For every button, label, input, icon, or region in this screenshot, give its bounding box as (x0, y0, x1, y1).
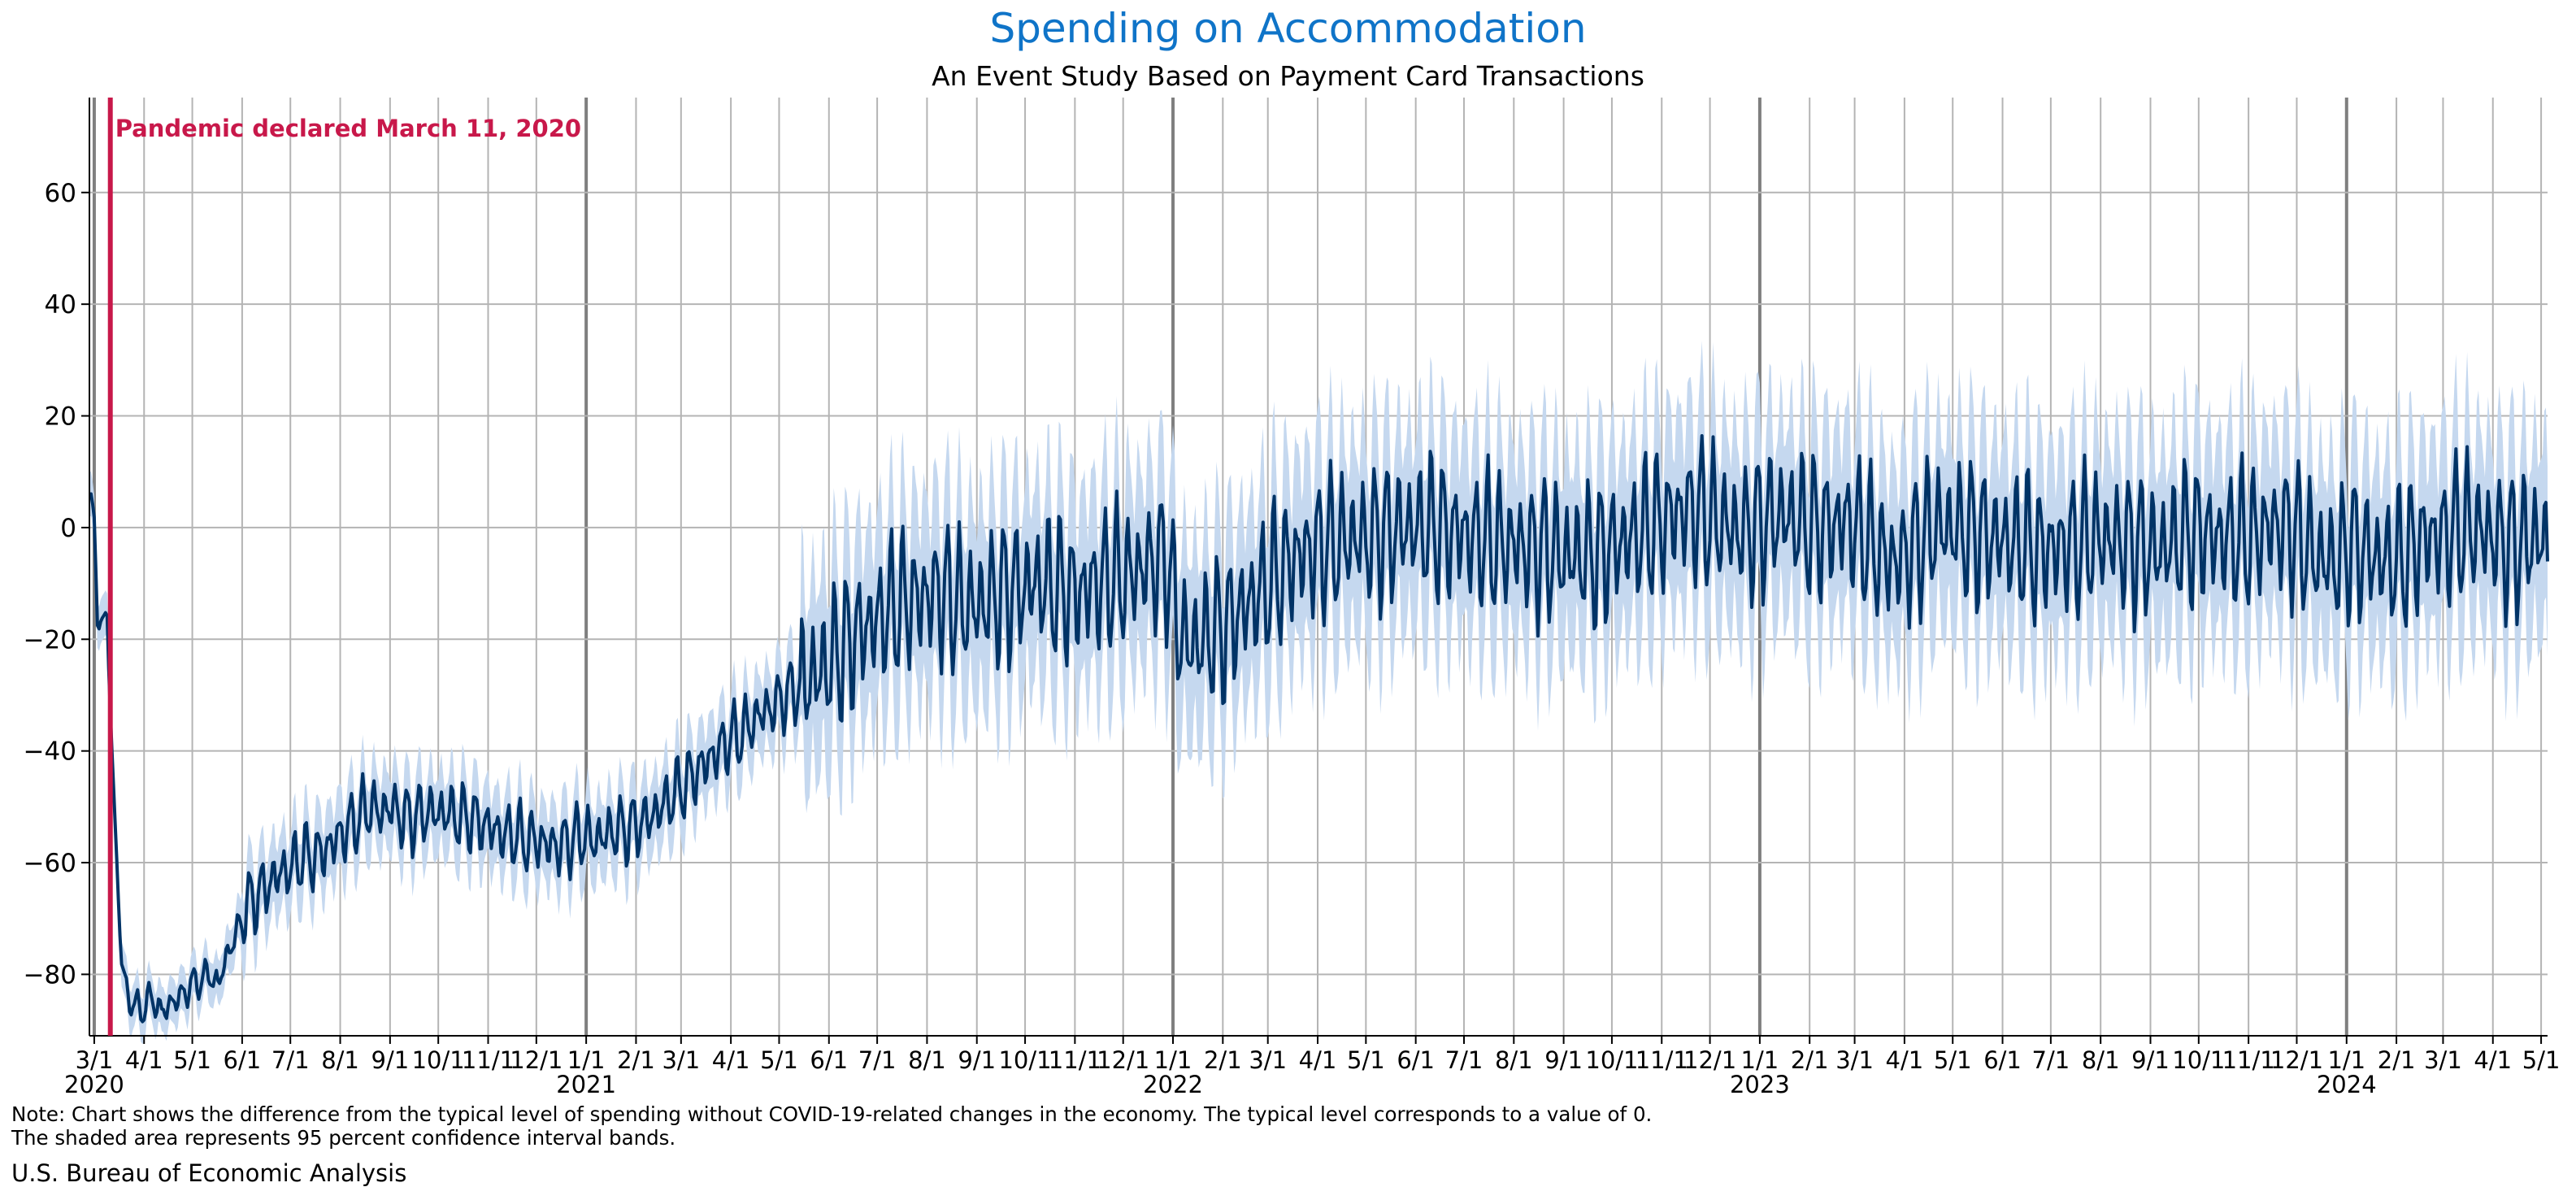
x-tick-label: 11/1 (462, 1046, 515, 1074)
x-year-label: 2021 (556, 1071, 616, 1098)
y-tick-label: −40 (24, 737, 76, 767)
confidence-band (89, 341, 2548, 1045)
x-tick-label: 9/1 (1544, 1046, 1583, 1074)
x-tick-label: 4/1 (125, 1046, 163, 1074)
x-tick-label: 10/1 (998, 1046, 1051, 1074)
x-tick-label: 8/1 (2082, 1046, 2120, 1074)
source-label: U.S. Bureau of Economic Analysis (11, 1159, 407, 1187)
x-tick-label: 12/1 (510, 1046, 563, 1074)
x-tick-label: 11/1 (2222, 1046, 2275, 1074)
x-tick-label: 9/1 (2131, 1046, 2170, 1074)
y-tick-label: 60 (45, 179, 76, 208)
x-tick-label: 1/1 (567, 1046, 606, 1074)
x-tick-label: 4/1 (1299, 1046, 1337, 1074)
x-year-label: 2023 (1730, 1071, 1790, 1098)
x-tick-label: 1/1 (1154, 1046, 1192, 1074)
y-tick-label: 0 (60, 514, 76, 543)
x-tick-label: 6/1 (1397, 1046, 1435, 1074)
x-tick-label: 12/1 (2270, 1046, 2323, 1074)
x-tick-label: 2/1 (1791, 1046, 1829, 1074)
y-tick-label: 20 (45, 402, 76, 432)
chart-subtitle: An Event Study Based on Payment Card Tra… (932, 60, 1644, 92)
x-year-label: 2020 (64, 1071, 124, 1098)
x-tick-label: 10/1 (412, 1046, 465, 1074)
x-tick-label: 12/1 (1097, 1046, 1149, 1074)
x-tick-label: 4/1 (712, 1046, 750, 1074)
x-tick-label: 8/1 (321, 1046, 359, 1074)
x-tick-label: 2/1 (2378, 1046, 2416, 1074)
x-tick-label: 10/1 (1585, 1046, 1638, 1074)
x-tick-label: 1/1 (2327, 1046, 2365, 1074)
x-tick-label: 7/1 (272, 1046, 310, 1074)
chart-note: Note: Chart shows the difference from th… (11, 1102, 1653, 1126)
x-tick-label: 4/1 (2474, 1046, 2512, 1074)
x-year-label: 2022 (1143, 1071, 1203, 1098)
y-tick-label: 40 (45, 290, 76, 320)
x-tick-label: 10/1 (2172, 1046, 2225, 1074)
x-tick-label: 12/1 (1683, 1046, 1736, 1074)
x-tick-label: 11/1 (1049, 1046, 1101, 1074)
x-tick-label: 5/1 (2522, 1046, 2561, 1074)
x-tick-label: 5/1 (1347, 1046, 1385, 1074)
x-tick-label: 8/1 (1495, 1046, 1533, 1074)
chart-note-ci: The shaded area represents 95 percent co… (11, 1126, 676, 1150)
pandemic-annotation: Pandemic declared March 11, 2020 (115, 115, 581, 142)
x-tick-label: 6/1 (810, 1046, 848, 1074)
x-tick-label: 7/1 (1445, 1046, 1483, 1074)
x-tick-label: 3/1 (76, 1046, 114, 1074)
x-tick-label: 5/1 (1934, 1046, 1972, 1074)
x-tick-label: 3/1 (1249, 1046, 1287, 1074)
series-line (89, 434, 2549, 1024)
x-tick-label: 2/1 (617, 1046, 655, 1074)
x-tick-label: 2/1 (1204, 1046, 1242, 1074)
x-tick-label: 9/1 (958, 1046, 996, 1074)
x-tick-label: 6/1 (224, 1046, 262, 1074)
x-tick-label: 6/1 (1983, 1046, 2022, 1074)
x-tick-label: 1/1 (1741, 1046, 1779, 1074)
x-tick-label: 7/1 (858, 1046, 897, 1074)
series-layer (89, 434, 2549, 1024)
x-tick-label: 7/1 (2032, 1046, 2070, 1074)
x-tick-label: 5/1 (173, 1046, 211, 1074)
x-tick-label: 3/1 (2424, 1046, 2462, 1074)
x-tick-label: 5/1 (760, 1046, 798, 1074)
axes (81, 98, 2548, 1044)
y-tick-label: −60 (24, 849, 76, 878)
y-tick-label: −20 (24, 625, 76, 654)
confidence-band-layer (89, 341, 2548, 1045)
x-tick-label: 3/1 (662, 1046, 700, 1074)
x-tick-label: 8/1 (908, 1046, 946, 1074)
x-tick-label: 4/1 (1886, 1046, 1924, 1074)
x-tick-label: 11/1 (1636, 1046, 1688, 1074)
chart-title: Spending on Accommodation (989, 5, 1587, 52)
x-year-label: 2024 (2317, 1071, 2377, 1098)
y-tick-label: −80 (24, 960, 76, 989)
x-tick-label: 3/1 (1835, 1046, 1874, 1074)
x-tick-label: 9/1 (371, 1046, 410, 1074)
